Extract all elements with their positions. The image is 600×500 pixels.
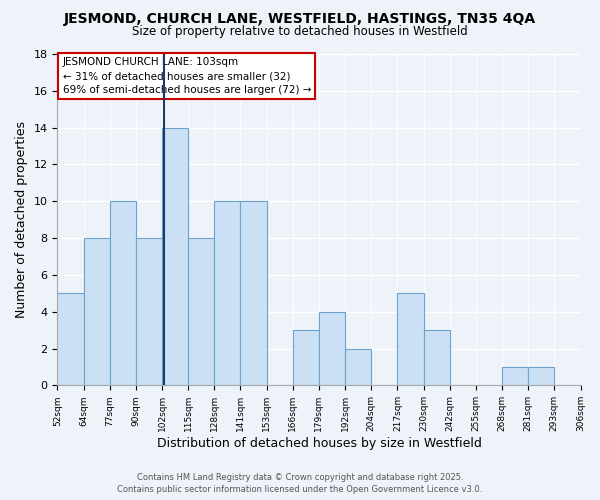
Bar <box>241 202 266 386</box>
Bar <box>319 312 345 386</box>
Bar <box>214 202 241 386</box>
Bar <box>83 238 110 386</box>
Bar <box>110 202 136 386</box>
Text: JESMOND, CHURCH LANE, WESTFIELD, HASTINGS, TN35 4QA: JESMOND, CHURCH LANE, WESTFIELD, HASTING… <box>64 12 536 26</box>
Bar <box>188 238 214 386</box>
Text: JESMOND CHURCH LANE: 103sqm
← 31% of detached houses are smaller (32)
69% of sem: JESMOND CHURCH LANE: 103sqm ← 31% of det… <box>62 58 311 96</box>
Bar <box>528 367 554 386</box>
Y-axis label: Number of detached properties: Number of detached properties <box>15 121 28 318</box>
Bar <box>345 348 371 386</box>
Bar <box>397 294 424 386</box>
X-axis label: Distribution of detached houses by size in Westfield: Distribution of detached houses by size … <box>157 437 481 450</box>
Bar <box>58 294 83 386</box>
Bar <box>424 330 450 386</box>
Text: Contains HM Land Registry data © Crown copyright and database right 2025.
Contai: Contains HM Land Registry data © Crown c… <box>118 472 482 494</box>
Text: Size of property relative to detached houses in Westfield: Size of property relative to detached ho… <box>132 25 468 38</box>
Bar <box>136 238 162 386</box>
Bar <box>293 330 319 386</box>
Bar <box>502 367 528 386</box>
Bar <box>162 128 188 386</box>
